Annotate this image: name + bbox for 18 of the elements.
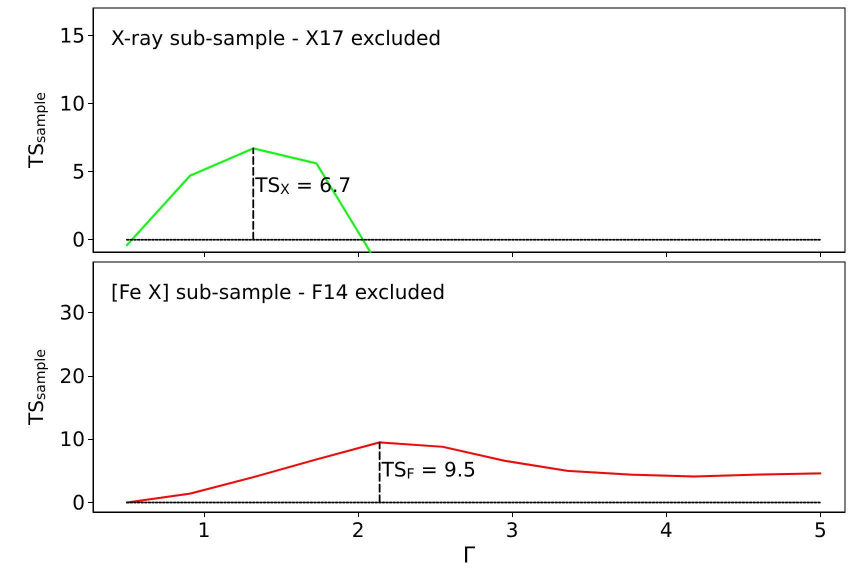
y-tick-label: 5 (72, 160, 85, 184)
x-axis-title: Γ (462, 543, 476, 568)
y-tick-label: 30 (60, 300, 85, 325)
x-tick-label: 2 (352, 518, 364, 542)
annotation: [Fe X] sub-sample - F14 excluded (111, 280, 446, 304)
y-tick-label: 10 (60, 427, 85, 452)
y-tick-label: 0 (72, 228, 85, 252)
y-tick-label: 10 (60, 91, 85, 116)
annotation: X-ray sub-sample - X17 excluded (111, 26, 442, 50)
x-tick-label: 5 (814, 518, 827, 542)
y-tick-label: 20 (60, 364, 85, 388)
x-tick-label: 3 (506, 518, 519, 542)
y-tick-label: 0 (72, 490, 85, 515)
y-axis-title: TSsample (24, 349, 49, 426)
x-tick-label: 1 (198, 518, 210, 542)
y-tick-label: 15 (60, 23, 85, 48)
y-axis-title: TSsample (24, 92, 49, 169)
x-tick-label: 4 (660, 518, 673, 542)
